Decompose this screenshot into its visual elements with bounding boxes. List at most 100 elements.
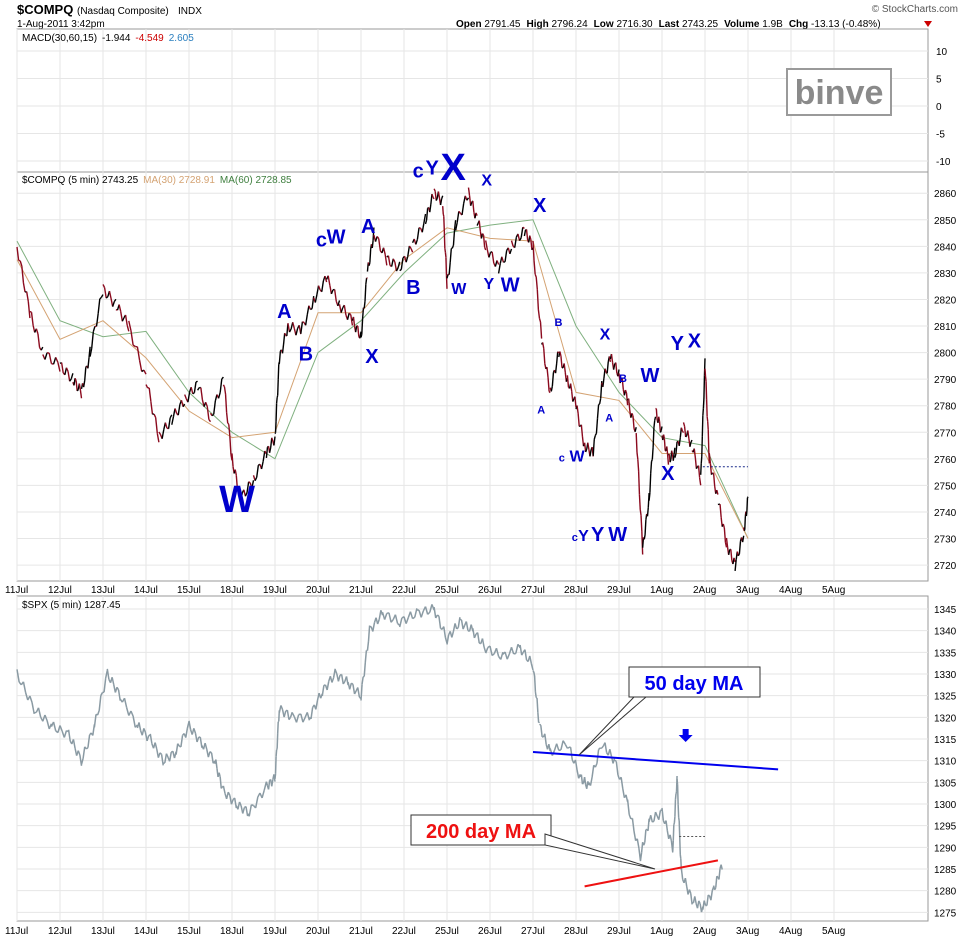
compq-price-segment bbox=[16, 246, 20, 261]
legend-entry: 2.605 bbox=[169, 33, 194, 44]
spx-price-segment bbox=[212, 760, 216, 764]
spx-price-segment bbox=[433, 607, 437, 619]
spx-tick-label: 1340 bbox=[934, 627, 957, 638]
spx-price-segment bbox=[125, 707, 130, 716]
compq-price-segment bbox=[88, 346, 91, 358]
compq-price-segment bbox=[663, 438, 666, 451]
compq-price-segment bbox=[40, 346, 44, 351]
spx-tick-label: 1285 bbox=[934, 865, 957, 876]
spx-price-segment bbox=[254, 796, 259, 809]
compq-price-segment bbox=[224, 394, 228, 413]
spx-price-segment bbox=[405, 617, 410, 624]
spx-price-segment bbox=[483, 646, 487, 653]
macd-tick-label: -10 bbox=[936, 157, 951, 168]
compq-price-segment bbox=[382, 247, 386, 255]
compq-price-segment bbox=[533, 260, 536, 275]
compq-price-segment bbox=[44, 352, 48, 360]
quote-value: 2743.25 bbox=[682, 19, 719, 30]
compq-price-segment bbox=[21, 266, 25, 284]
wave-label: Y bbox=[591, 524, 605, 546]
compq-price-segment bbox=[746, 497, 749, 511]
spx-price-segment bbox=[29, 695, 33, 703]
legend-entry: -1.944 bbox=[102, 33, 131, 44]
spx-price-segment bbox=[706, 894, 709, 906]
spx-price-segment bbox=[457, 617, 461, 628]
spx-price-segment bbox=[207, 751, 211, 758]
compq-price-segment bbox=[634, 427, 637, 432]
compq-price-segment bbox=[407, 245, 411, 257]
spx-price-segment bbox=[564, 743, 569, 749]
compq-price-segment bbox=[273, 436, 276, 446]
spx-price-segment bbox=[271, 779, 274, 787]
compq-price-segment bbox=[217, 392, 221, 399]
spx-x-tick-label: 28Jul bbox=[564, 926, 588, 937]
spx-price-segment bbox=[580, 774, 584, 785]
spx-price-segment bbox=[631, 818, 635, 832]
spx-x-tick-label: 29Jul bbox=[607, 926, 631, 937]
spx-x-tick-label: 22Jul bbox=[392, 926, 416, 937]
spx-price-segment bbox=[506, 653, 511, 660]
compq-tick-label: 2830 bbox=[934, 269, 957, 280]
spx-price-segment bbox=[558, 749, 562, 752]
compq-price-segment bbox=[120, 311, 124, 322]
compq-price-segment bbox=[466, 197, 470, 201]
wave-label: B bbox=[555, 317, 563, 329]
spx-price-segment bbox=[364, 650, 368, 663]
compq-x-tick-label: 13Jul bbox=[91, 585, 115, 596]
compq-price-segment bbox=[560, 355, 563, 368]
spx-price-segment bbox=[680, 868, 684, 880]
compq-price-segment bbox=[70, 373, 74, 380]
spx-x-tick-label: 4Aug bbox=[779, 926, 802, 937]
wave-label: A bbox=[277, 301, 291, 323]
spx-price-segment bbox=[673, 816, 676, 824]
wave-label: A bbox=[361, 216, 375, 238]
compq-price-segment bbox=[518, 237, 522, 242]
compq-price-segment bbox=[700, 463, 702, 475]
compq-price-segment bbox=[641, 537, 645, 548]
compq-price-segment bbox=[228, 424, 231, 437]
spx-price-segment bbox=[462, 624, 466, 630]
compq-price-segment bbox=[619, 379, 622, 384]
spx-price-segment bbox=[251, 804, 254, 807]
compq-price-segment bbox=[637, 471, 641, 495]
compq-price-segment bbox=[574, 396, 577, 408]
spx-price-segment bbox=[175, 743, 179, 755]
wave-label: W bbox=[327, 227, 346, 249]
compq-x-tick-label: 28Jul bbox=[564, 585, 588, 596]
ma200-callout-box bbox=[410, 814, 552, 846]
compq-x-tick-label: 14Jul bbox=[134, 585, 158, 596]
compq-price-segment bbox=[132, 344, 136, 348]
spx-price-segment bbox=[636, 838, 640, 849]
spx-price-segment bbox=[549, 748, 554, 756]
compq-price-segment bbox=[416, 227, 420, 240]
compq-price-segment bbox=[580, 424, 584, 437]
spx-tick-label: 1320 bbox=[934, 713, 957, 724]
compq-price-segment bbox=[287, 322, 291, 333]
compq-price-segment bbox=[673, 447, 676, 455]
compq-x-tick-label: 25Jul bbox=[435, 585, 459, 596]
spx-price-segment bbox=[348, 682, 353, 690]
compq-price-segment bbox=[559, 351, 562, 357]
compq-price-segment bbox=[260, 461, 264, 470]
spx-price-segment bbox=[72, 739, 76, 749]
spx-price-segment bbox=[85, 747, 89, 750]
compq-price-segment bbox=[421, 222, 425, 233]
wave-label: W bbox=[608, 524, 627, 546]
spx-price-segment bbox=[57, 725, 61, 733]
spx-price-segment bbox=[567, 746, 570, 749]
spx-price-segment bbox=[31, 702, 35, 715]
spx-price-segment bbox=[539, 723, 542, 726]
spx-price-segment bbox=[106, 668, 110, 680]
compq-x-tick-label: 21Jul bbox=[349, 585, 373, 596]
compq-price-segment bbox=[429, 203, 432, 213]
spx-price-segment bbox=[321, 685, 325, 696]
macd-tick-label: 5 bbox=[936, 75, 942, 86]
compq-price-segment bbox=[35, 328, 39, 335]
compq-price-segment bbox=[491, 251, 495, 264]
compq-price-segment bbox=[182, 403, 186, 408]
compq-price-segment bbox=[314, 294, 318, 303]
compq-price-segment bbox=[432, 196, 435, 200]
spx-price-segment bbox=[376, 618, 380, 625]
compq-price-segment bbox=[354, 325, 358, 333]
compq-price-segment bbox=[99, 296, 102, 300]
